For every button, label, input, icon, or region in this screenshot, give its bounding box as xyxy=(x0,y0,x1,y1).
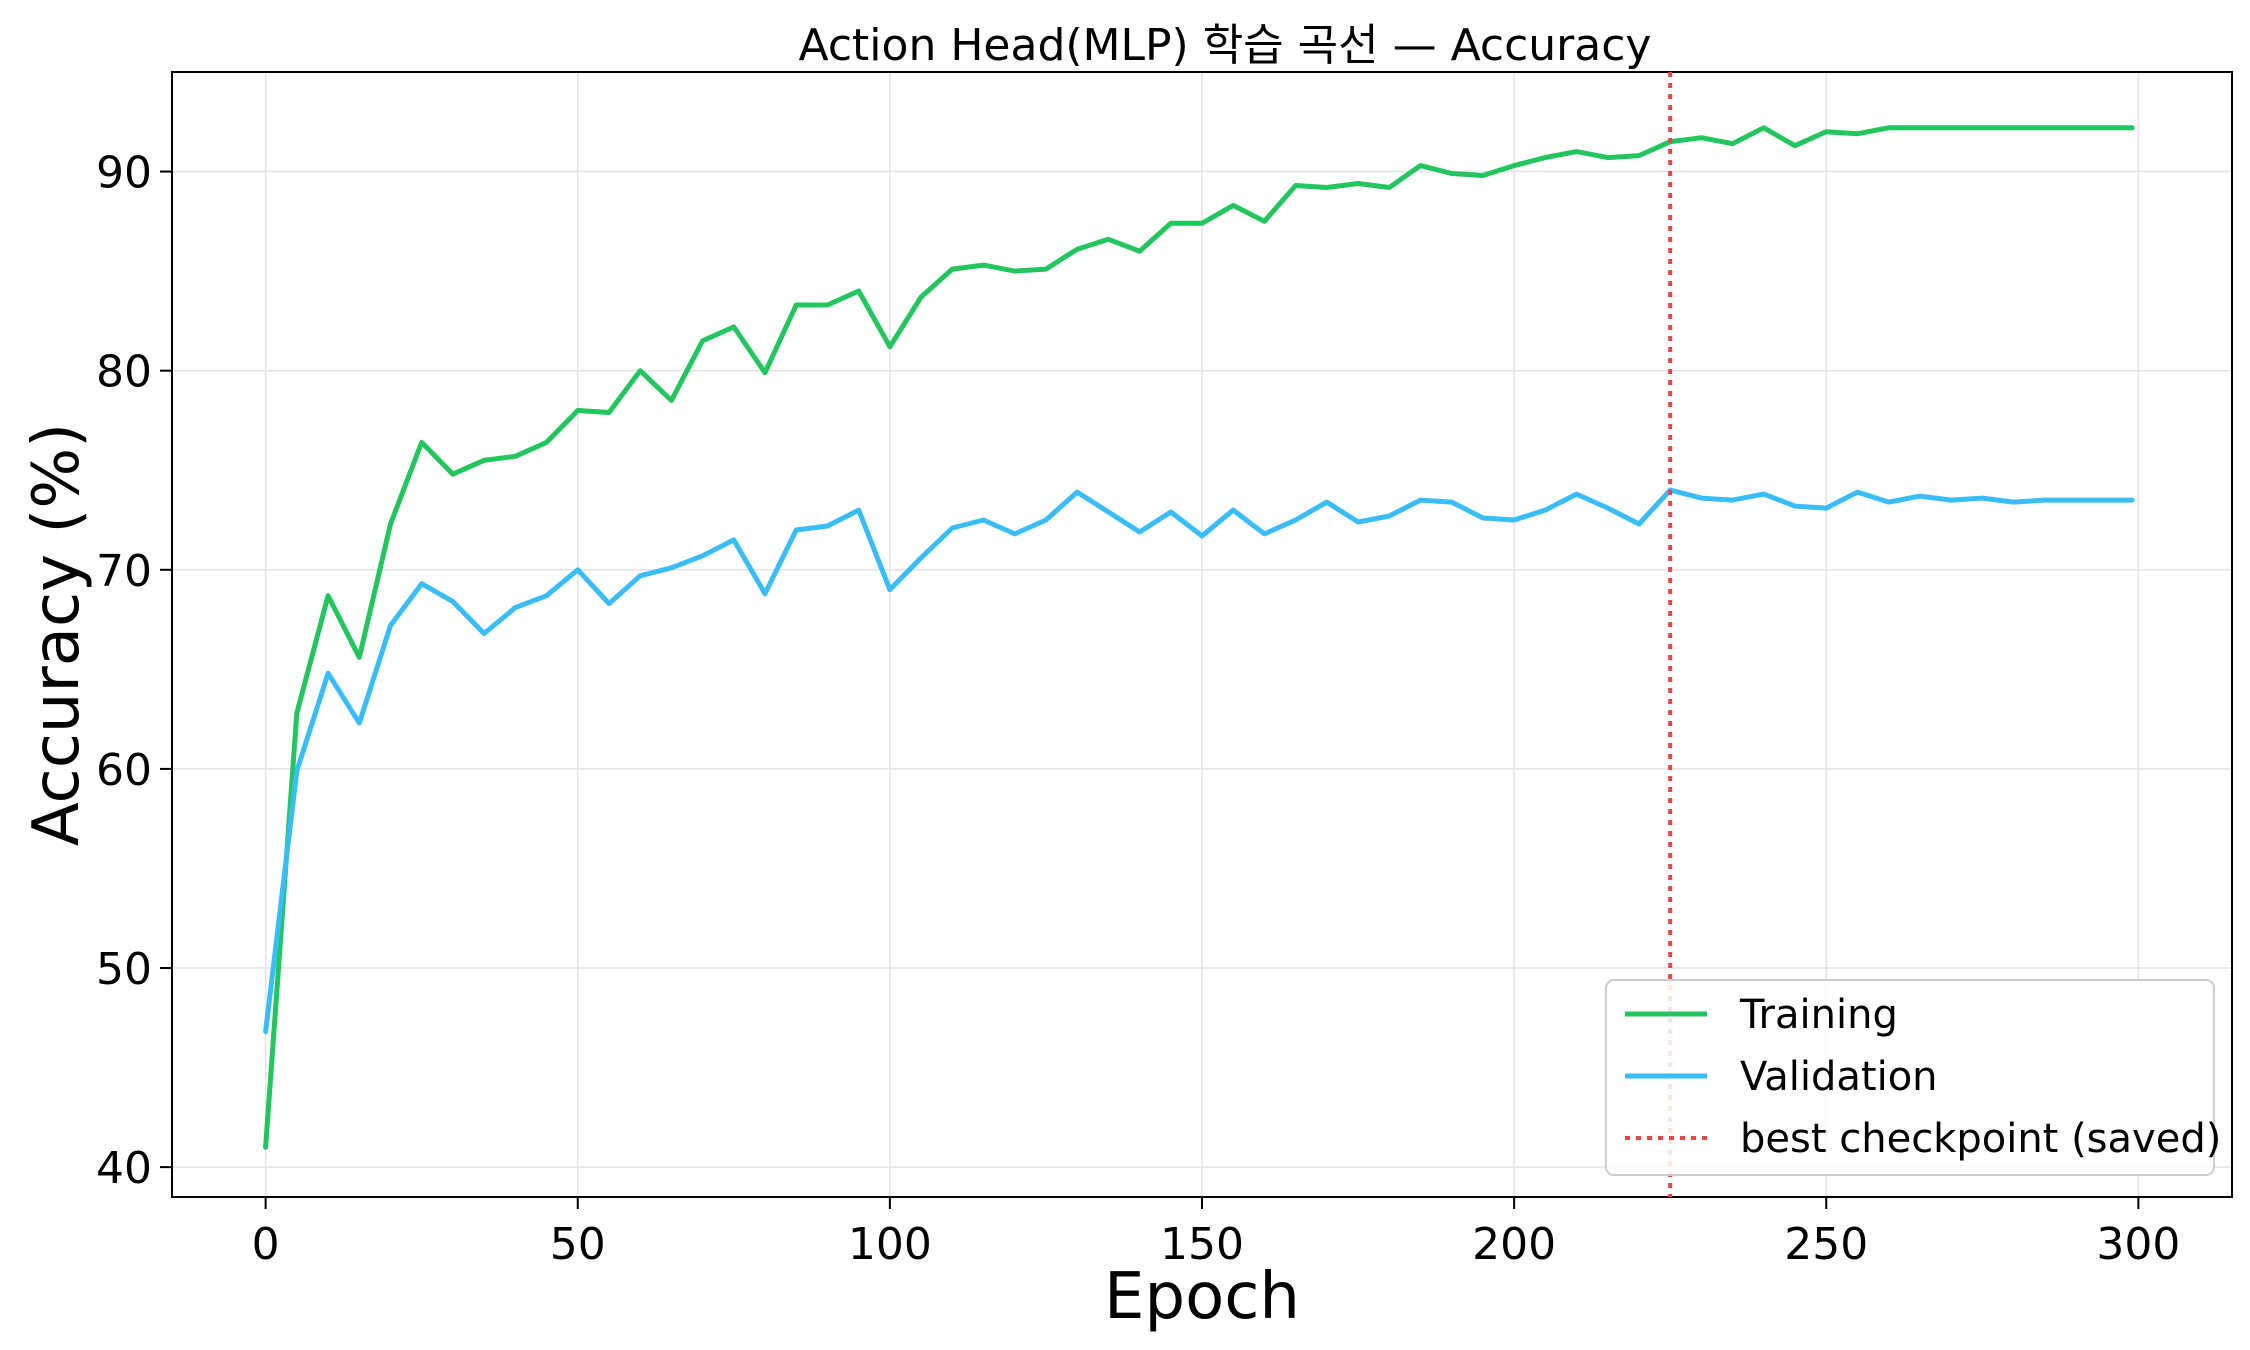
series-line-training xyxy=(263,125,2135,1150)
x-tick-label: 200 xyxy=(1472,1219,1556,1270)
x-tick-label: 150 xyxy=(1160,1219,1244,1270)
series-line-validation xyxy=(263,487,2135,1035)
y-tick-label: 60 xyxy=(96,745,152,796)
grid-lines xyxy=(172,72,2232,1197)
x-axis-label: Epoch xyxy=(1104,1260,1300,1334)
x-tick-label: 100 xyxy=(848,1219,932,1270)
x-axis-ticks: 0 50 100 150 200 250 300 xyxy=(252,1197,2180,1270)
series-group xyxy=(263,125,2135,1150)
y-tick-label: 50 xyxy=(96,944,152,995)
y-axis-ticks: 40 50 60 70 80 90 xyxy=(96,148,172,1194)
legend-label-training: Training xyxy=(1739,992,1898,1038)
legend-label-validation: Validation xyxy=(1740,1054,1938,1100)
x-tick-label: 250 xyxy=(1784,1219,1868,1270)
x-tick-label: 50 xyxy=(550,1219,606,1270)
chart-title: Action Head(MLP) 학습 곡선 — Accuracy xyxy=(799,20,1652,71)
legend-label-best-checkpoint: best checkpoint (saved) xyxy=(1740,1116,2221,1162)
legend-box xyxy=(1605,979,2215,1176)
y-tick-label: 90 xyxy=(96,148,152,199)
y-tick-label: 70 xyxy=(96,546,152,597)
y-axis-label: Accuracy (%) xyxy=(20,423,94,846)
x-tick-label: 300 xyxy=(2096,1219,2180,1270)
legend: Training Validation best checkpoint (sav… xyxy=(1605,979,2221,1176)
y-tick-label: 80 xyxy=(96,347,152,398)
x-tick-label: 0 xyxy=(252,1219,280,1270)
y-tick-label: 40 xyxy=(96,1143,152,1194)
